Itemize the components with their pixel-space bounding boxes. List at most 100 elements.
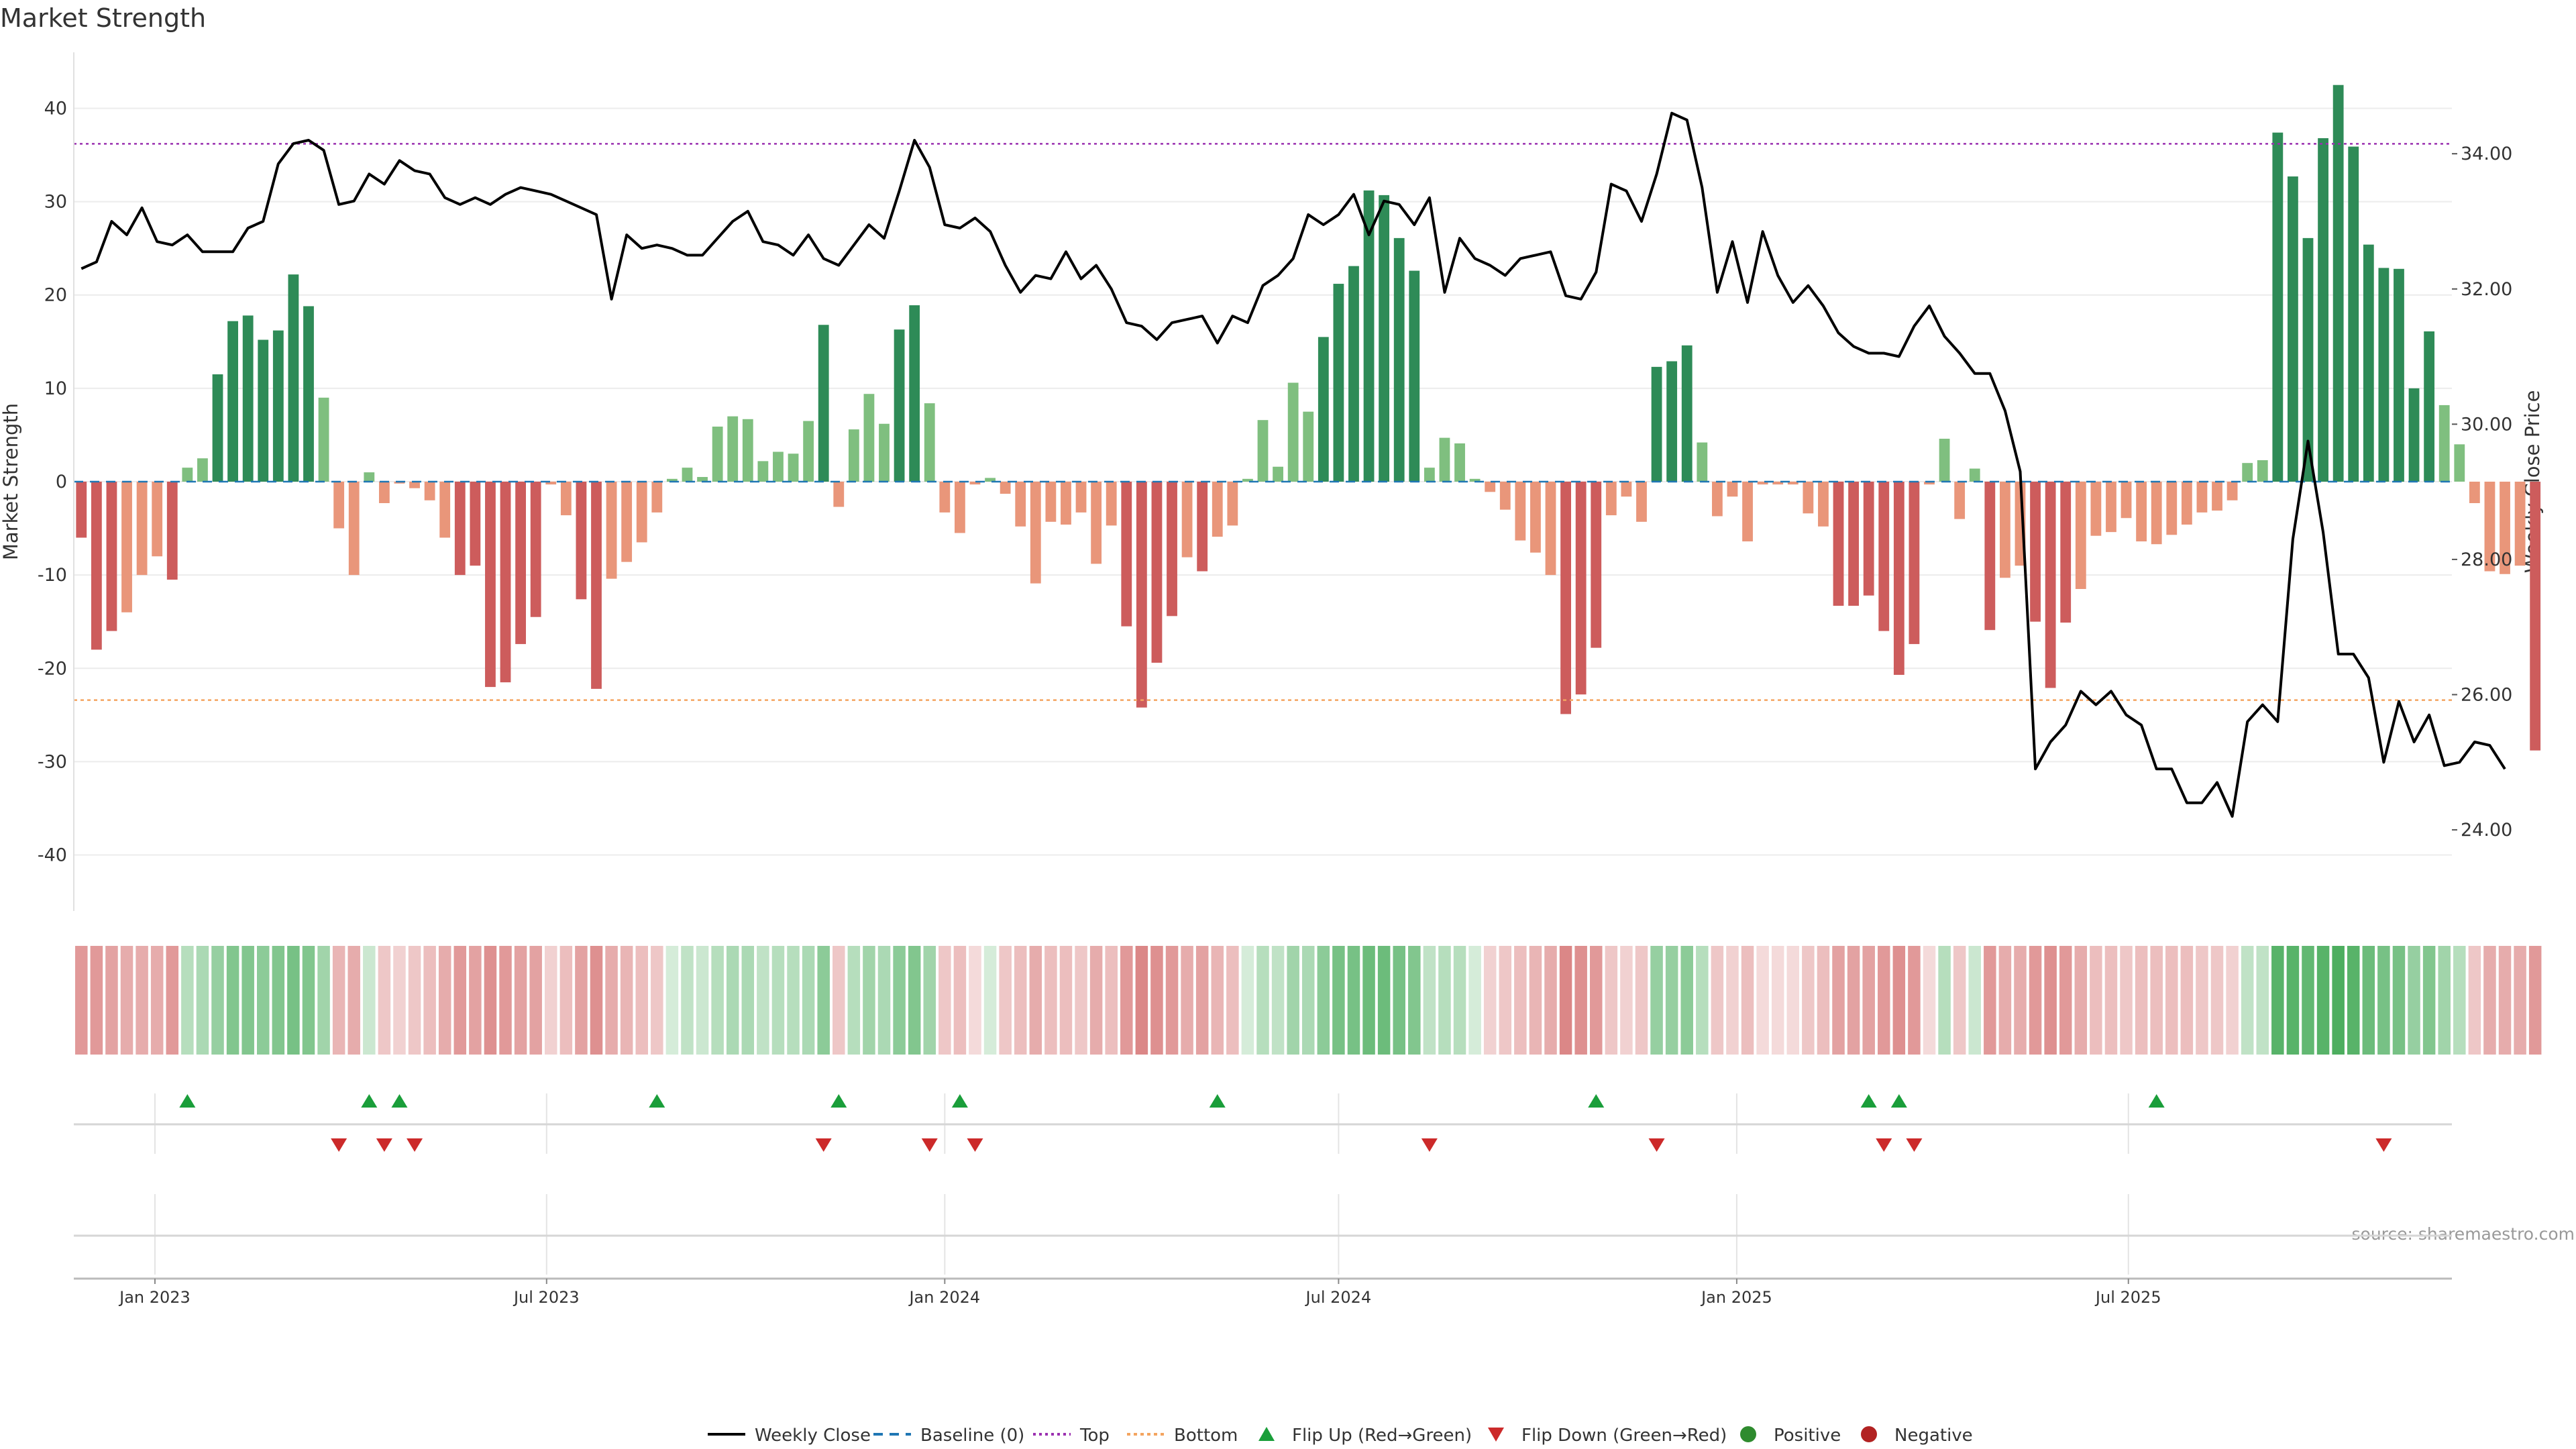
strength-bar <box>2469 482 2480 503</box>
legend-weekly-close-label: Weekly Close <box>755 1426 871 1446</box>
strength-bar <box>2226 482 2238 500</box>
strength-bar <box>1318 337 1329 482</box>
heat-cell <box>590 946 603 1055</box>
strength-bar <box>1273 466 1283 482</box>
strength-bar <box>485 482 496 688</box>
heat-cell <box>953 946 967 1055</box>
heat-cell <box>1347 946 1360 1055</box>
heat-cell <box>1211 946 1224 1055</box>
strength-bar <box>1833 482 1844 606</box>
heat-cell <box>1195 946 1209 1055</box>
flip-down-marker <box>921 1138 938 1152</box>
strength-bar <box>1409 270 1420 482</box>
heat-cell <box>1726 946 1739 1055</box>
strength-bar <box>394 482 405 484</box>
strength-bar <box>1651 366 1662 482</box>
heat-cell <box>1453 946 1466 1055</box>
heat-cell <box>1059 946 1073 1055</box>
strength-bar <box>318 397 329 482</box>
heat-cell <box>2120 946 2133 1055</box>
strength-bar <box>1303 411 1314 482</box>
heat-cell <box>1241 946 1254 1055</box>
strength-bar <box>152 482 163 557</box>
heat-cell <box>665 946 679 1055</box>
heat-cell <box>2453 946 2466 1055</box>
heat-cell <box>2362 946 2375 1055</box>
strength-bar <box>515 482 527 645</box>
strength-bar <box>333 482 345 529</box>
strength-bar <box>166 482 178 580</box>
heat-cell <box>2165 946 2178 1055</box>
legend-bottom-label: Bottom <box>1174 1426 1238 1446</box>
heat-strip <box>75 946 2542 1055</box>
heat-cell <box>1938 946 1951 1055</box>
flip-up-marker <box>830 1094 847 1108</box>
strength-bar <box>470 482 481 566</box>
strength-bar <box>2166 482 2178 535</box>
weekly-close-line <box>80 111 2506 818</box>
strength-bar <box>1379 195 1390 482</box>
x-tick-label: Jan 2023 <box>118 1288 191 1307</box>
strength-bar <box>1772 482 1784 485</box>
heat-cell <box>726 946 739 1055</box>
strength-bar <box>969 482 981 485</box>
strength-bar <box>1697 442 1708 482</box>
heat-cell <box>2528 946 2542 1055</box>
flip-up-marker <box>1209 1094 1226 1108</box>
flip-down-marker <box>815 1138 832 1152</box>
left-tick-label: -40 <box>38 845 67 866</box>
heat-cell <box>1802 946 1815 1055</box>
strength-bar <box>1499 482 1511 510</box>
right-tick-label: 28.00 <box>2461 549 2512 570</box>
heat-cell <box>1711 946 1724 1055</box>
chart-title: Market Strength <box>0 3 206 33</box>
heat-cell <box>1529 946 1542 1055</box>
left-tick-label: 20 <box>44 285 67 306</box>
strength-bar <box>1893 482 1904 675</box>
right-tick-label: 26.00 <box>2461 684 2512 705</box>
heat-cell <box>1605 946 1618 1055</box>
source-label: source: sharemaestro.com <box>2352 1224 2575 1244</box>
heat-cell <box>1438 946 1451 1055</box>
heat-cell <box>1044 946 1057 1055</box>
strength-bar <box>1787 482 1799 485</box>
strength-bar <box>1136 482 1147 708</box>
strength-bar <box>621 482 633 562</box>
strength-bar <box>606 482 617 579</box>
strength-bar <box>1909 482 1920 645</box>
strength-bar <box>409 482 420 488</box>
strength-bar <box>1605 482 1617 516</box>
strength-bar <box>1454 443 1465 482</box>
strength-bar <box>2332 85 2344 482</box>
heat-cell <box>545 946 557 1055</box>
strength-bar <box>1045 482 1057 522</box>
heat-cell <box>1771 946 1784 1055</box>
flip-down-marker <box>1876 1138 1892 1152</box>
strength-bar <box>2257 460 2268 482</box>
strength-bar <box>955 482 965 533</box>
heat-cell <box>408 946 421 1055</box>
heat-cell <box>1817 946 1830 1055</box>
heat-cell <box>1075 946 1087 1055</box>
strength-bar <box>773 451 784 482</box>
strength-bar <box>788 453 799 482</box>
strength-bar <box>1015 482 1026 527</box>
strength-bar <box>545 482 557 485</box>
heat-cell <box>893 946 906 1055</box>
heat-cell <box>847 946 861 1055</box>
strength-bar <box>863 394 875 482</box>
strength-bar <box>1666 361 1678 482</box>
strength-bar <box>2500 482 2510 574</box>
strength-bar <box>1727 482 1738 497</box>
right-tick-label: 30.00 <box>2461 414 2512 435</box>
heat-cell <box>1317 946 1330 1055</box>
strength-bar <box>1197 482 1208 572</box>
strength-bar <box>227 321 238 482</box>
heat-cell <box>635 946 648 1055</box>
strength-bar <box>1757 482 1768 485</box>
x-tick-label: Jan 2025 <box>1700 1288 1772 1307</box>
strength-bar <box>364 472 375 482</box>
strength-bar <box>2484 482 2496 572</box>
x-tick-label: Jul 2025 <box>2094 1288 2161 1307</box>
